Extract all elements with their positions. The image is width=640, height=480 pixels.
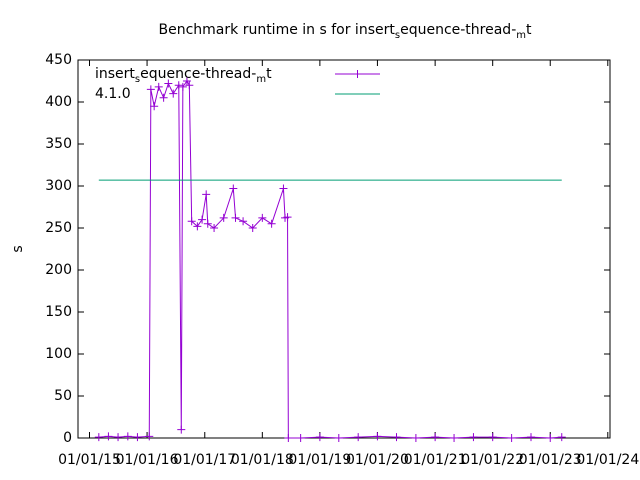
point-marker <box>546 434 555 442</box>
point-marker <box>202 190 211 199</box>
point-marker <box>154 82 163 91</box>
point-marker <box>94 433 103 442</box>
point-marker <box>283 213 292 222</box>
point-marker <box>267 219 276 228</box>
point-marker <box>150 102 159 111</box>
legend-marker <box>353 70 362 78</box>
legend-label: 4.1.0 <box>95 86 131 102</box>
y-tick-label: 450 <box>45 52 72 68</box>
point-marker <box>229 184 238 193</box>
point-marker <box>178 82 187 91</box>
point-marker <box>104 432 113 441</box>
y-tick-label: 50 <box>54 388 72 404</box>
point-marker <box>450 434 459 442</box>
y-tick-label: 200 <box>45 262 72 278</box>
x-tick-label: 01/01/19 <box>288 452 351 468</box>
y-tick-label: 0 <box>63 430 72 446</box>
text-part: t <box>526 22 532 38</box>
point-marker <box>284 434 293 442</box>
subscript: m <box>516 30 526 41</box>
point-marker <box>248 224 257 232</box>
chart-title: Benchmark runtime in s for insertsequenc… <box>159 22 533 41</box>
x-tick-label: 01/01/17 <box>173 452 236 468</box>
point-marker <box>164 79 173 88</box>
subscript: s <box>135 74 140 85</box>
point-marker <box>114 433 123 442</box>
x-tick-label: 01/01/21 <box>404 452 467 468</box>
point-marker <box>373 432 382 441</box>
point-marker <box>392 433 401 442</box>
y-tick-label: 400 <box>45 94 72 110</box>
point-marker <box>431 433 440 442</box>
x-tick-label: 01/01/20 <box>346 452 409 468</box>
text-part: t <box>266 66 272 82</box>
point-marker <box>159 93 168 102</box>
point-marker <box>198 215 207 224</box>
point-marker <box>187 217 196 226</box>
point-marker <box>145 432 154 441</box>
point-marker <box>469 433 478 442</box>
point-marker <box>177 425 186 434</box>
x-tick-label: 01/01/15 <box>58 452 121 468</box>
point-marker <box>203 219 212 228</box>
x-tick-label: 01/01/16 <box>116 452 179 468</box>
point-marker <box>507 434 516 442</box>
x-tick-label: 01/01/22 <box>461 452 524 468</box>
point-marker <box>334 434 343 442</box>
y-tick-label: 350 <box>45 136 72 152</box>
point-marker <box>296 434 305 442</box>
point-marker <box>193 222 202 231</box>
point-marker <box>354 433 363 442</box>
y-axis-label: s <box>10 245 26 252</box>
point-marker <box>123 432 132 441</box>
x-tick-label: 01/01/24 <box>576 452 639 468</box>
point-marker <box>169 89 178 98</box>
text-part: Benchmark runtime in s for insert <box>159 22 396 38</box>
point-marker <box>133 433 142 442</box>
point-marker <box>219 213 228 222</box>
point-marker <box>231 213 240 222</box>
y-tick-label: 250 <box>45 220 72 236</box>
text-part: equence-thread- <box>140 66 256 82</box>
point-marker <box>279 184 288 193</box>
text-part: equence-thread- <box>400 22 516 38</box>
point-marker <box>557 433 566 442</box>
point-marker <box>527 433 536 442</box>
y-tick-label: 100 <box>45 346 72 362</box>
y-tick-label: 300 <box>45 178 72 194</box>
subscript: s <box>395 30 400 41</box>
point-marker <box>210 224 219 232</box>
point-marker <box>258 213 267 222</box>
subscript: m <box>256 74 266 85</box>
point-marker <box>146 85 155 94</box>
x-tick-label: 01/01/23 <box>519 452 582 468</box>
point-marker <box>185 81 194 90</box>
y-tick-label: 150 <box>45 304 72 320</box>
point-marker <box>174 81 183 90</box>
text-part: insert <box>95 66 135 82</box>
point-marker <box>488 433 497 442</box>
x-tick-label: 01/01/18 <box>231 452 294 468</box>
point-marker <box>182 77 191 85</box>
legend-label: insertsequence-thread-mt <box>95 66 272 85</box>
point-marker <box>315 433 324 442</box>
point-marker <box>411 434 420 442</box>
point-marker <box>239 217 248 226</box>
